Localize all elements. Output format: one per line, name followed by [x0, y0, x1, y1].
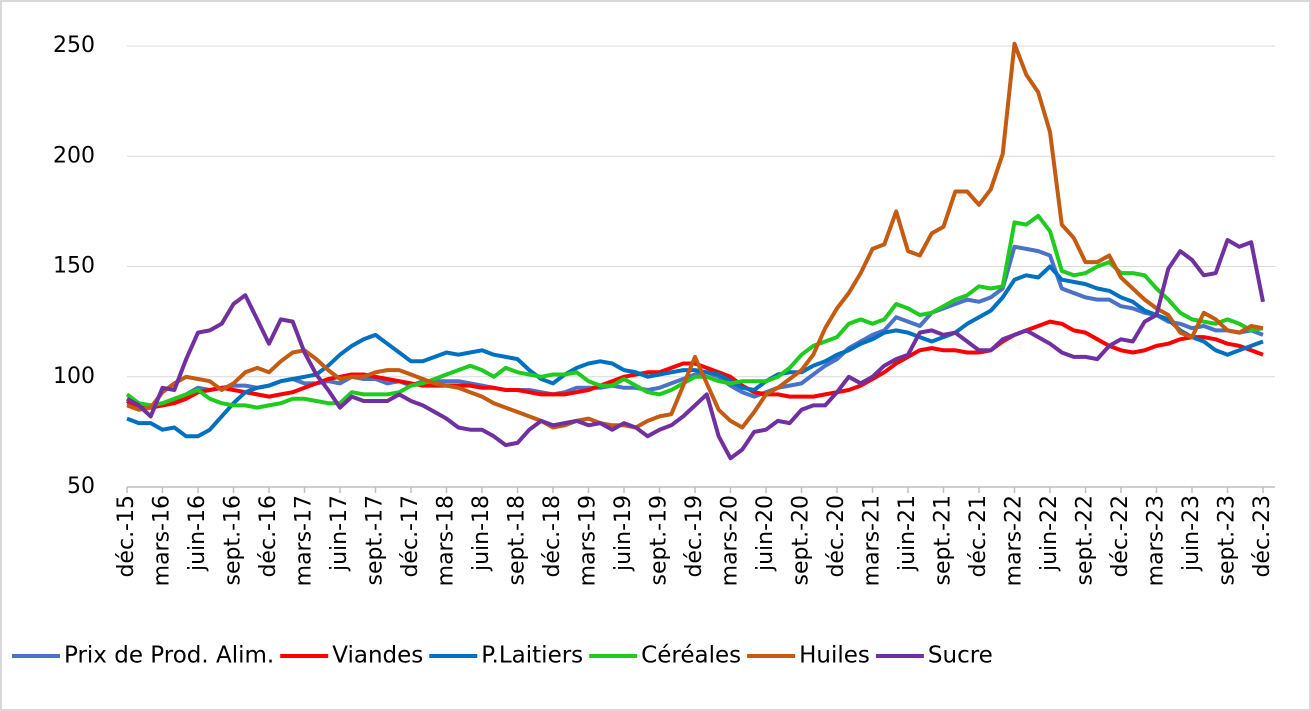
x-tick-label: juin-16: [185, 495, 210, 572]
legend-label: Prix de Prod. Alim.: [64, 643, 274, 669]
x-tick-label: mars-21: [860, 495, 885, 586]
series-line: [126, 319, 1264, 410]
x-tick-label: mars-22: [1002, 495, 1027, 586]
x-tick-label: juin-20: [753, 495, 778, 572]
x-tick-label: juin-23: [1179, 495, 1204, 572]
x-tick-label: mars-19: [576, 495, 601, 586]
x-tick-label: mars-17: [292, 495, 317, 586]
x-tick-label: déc.-21: [966, 495, 991, 578]
legend-label: Céréales: [641, 643, 741, 669]
x-tick-label: sept.-19: [647, 495, 672, 586]
x-tick-label: sept.-21: [931, 495, 956, 586]
series-line: [126, 41, 1264, 430]
x-tick-label: déc.-19: [682, 495, 707, 578]
x-tick-label: juin-17: [327, 495, 352, 572]
x-tick-label: mars-18: [434, 495, 459, 586]
x-tick-label: sept.-17: [363, 495, 388, 586]
series-line: [125, 213, 1264, 410]
x-tick-label: déc.-15: [114, 495, 139, 578]
x-tick-label: juin-22: [1037, 495, 1062, 572]
x-tick-label: mars-16: [150, 495, 175, 586]
x-tick-label: sept.-23: [1215, 495, 1240, 586]
legend-label: Sucre: [928, 643, 993, 669]
x-tick-label: déc.-22: [1108, 495, 1133, 578]
legend-label: Viandes: [332, 643, 423, 669]
x-tick-label: juin-18: [469, 495, 494, 572]
y-tick-label: 250: [53, 33, 95, 58]
x-tick-label: mars-20: [718, 495, 743, 586]
x-tick-label: déc.-23: [1250, 495, 1275, 578]
x-tick-label: déc.-20: [824, 495, 849, 578]
legend-label: P.Laitiers: [481, 643, 583, 669]
x-tick-label: sept.-22: [1073, 495, 1098, 586]
legend-label: Huiles: [799, 643, 870, 669]
x-tick-label: sept.-18: [505, 495, 530, 586]
y-tick-label: 50: [67, 474, 95, 499]
x-tick-label: déc.-17: [398, 495, 423, 578]
y-tick-label: 200: [53, 143, 95, 168]
x-tick-label: sept.-16: [221, 495, 246, 586]
y-tick-label: 100: [53, 364, 95, 389]
y-tick-label: 150: [53, 254, 95, 279]
x-tick-label: mars-23: [1144, 495, 1169, 586]
series-line: [126, 238, 1265, 461]
x-tick-label: sept.-20: [789, 495, 814, 586]
x-tick-label: juin-21: [895, 495, 920, 572]
x-tick-label: déc.-16: [256, 495, 281, 578]
x-tick-label: juin-19: [611, 495, 636, 572]
x-tick-label: déc.-18: [540, 495, 565, 578]
